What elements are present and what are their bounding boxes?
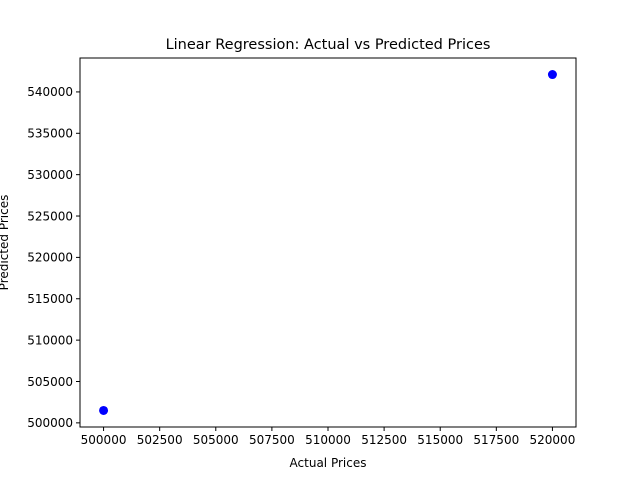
plot-frame xyxy=(79,57,577,428)
chart-title: Linear Regression: Actual vs Predicted P… xyxy=(166,37,491,53)
x-tick-label: 505000 xyxy=(193,433,239,447)
x-tick-label: 507500 xyxy=(249,433,295,447)
x-axis-title: Actual Prices xyxy=(290,456,367,470)
x-tick-label: 502500 xyxy=(137,433,183,447)
y-tick-label: 530000 xyxy=(27,168,73,182)
y-tick-label: 535000 xyxy=(27,127,73,141)
x-tick-label: 517500 xyxy=(473,433,519,447)
y-tick-label: 500000 xyxy=(27,416,73,430)
y-tick-label: 520000 xyxy=(27,251,73,265)
y-tick-label: 525000 xyxy=(27,209,73,223)
y-tick-label: 540000 xyxy=(27,85,73,99)
x-tick-label: 515000 xyxy=(417,433,463,447)
y-tick-label: 515000 xyxy=(27,292,73,306)
data-point xyxy=(99,405,109,415)
y-axis-ticks: 500000 505000 510000 515000 520000 525000 5300… xyxy=(27,85,80,430)
x-tick-label: 510000 xyxy=(305,433,351,447)
y-tick-label: 505000 xyxy=(27,375,73,389)
x-tick-label: 512500 xyxy=(361,433,407,447)
x-axis-ticks: 500000 502500 505000 507500 510000 512500 5150… xyxy=(81,427,576,447)
data-point xyxy=(547,70,557,80)
y-axis-title: Predicted Prices xyxy=(0,195,11,291)
data-points xyxy=(99,70,557,415)
y-tick-label: 510000 xyxy=(27,333,73,347)
x-tick-label: 520000 xyxy=(530,433,576,447)
x-tick-label: 500000 xyxy=(81,433,127,447)
